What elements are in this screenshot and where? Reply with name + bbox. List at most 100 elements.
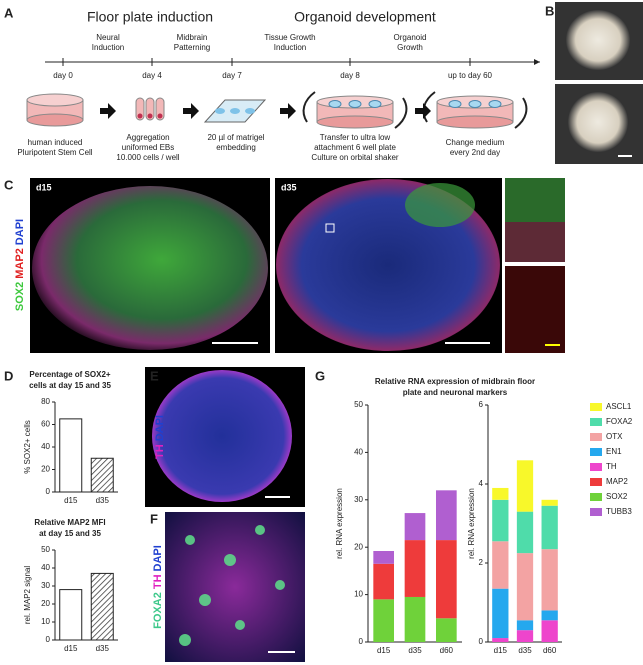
chart-title: cells at day 15 and 35 [29,381,111,390]
y-tick-label: 0 [359,637,364,646]
panel-label: G [315,368,325,383]
legend-label: OTX [606,432,623,441]
legend-swatch [590,418,602,426]
droplet [230,108,240,114]
legend-label: SOX2 [606,492,628,501]
x-tick-label: d35 [518,646,532,655]
legend-swatch [590,403,602,411]
phase-title: Floor plate induction [87,9,213,25]
legend-swatch [590,463,602,471]
caption: Aggregation [126,133,169,142]
caption: 10.000 cells / well [116,153,179,162]
panel-label: D [4,368,13,383]
dish-bottom [26,113,84,127]
stain-word: DAPI [154,415,166,441]
panel-label: F [150,511,158,526]
x-tick-label: d15 [494,646,508,655]
y-tick-label: 4 [479,479,484,488]
organoid-icon [448,100,462,108]
day-label: day 0 [53,71,73,80]
x-tick-label: d35 [408,646,422,655]
bar-segment [435,490,457,541]
bar [59,589,83,641]
stain-word: TH [152,574,164,589]
step-label: Growth [397,43,423,52]
eb [137,113,143,119]
y-tick-label: 0 [46,487,51,496]
bar-segment [492,588,509,639]
y-tick-label: 40 [41,563,50,572]
bar-segment [435,540,457,619]
timepoint-label: d35 [281,182,297,192]
panel-label: E [150,368,159,383]
organoid-section [152,370,292,502]
x-tick-label: d35 [96,644,110,653]
bar-segment [516,620,534,631]
panel-label: A [4,5,14,20]
foxa2-nuclei [179,525,285,646]
caption: human induced [28,138,83,147]
organoid-icon [348,100,362,108]
y-axis-label: rel. MAP2 signal [23,566,32,624]
organoid-icon [368,100,382,108]
caption: Change medium [446,138,505,147]
day-label: day 7 [222,71,242,80]
legend-label: FOXA2 [606,417,633,426]
y-tick-label: 20 [41,599,50,608]
y-tick-label: 30 [354,495,363,504]
bar-segment [541,505,558,550]
bar-segment [492,499,509,542]
legend-label: ASCL1 [606,402,632,411]
process-arrow [280,103,296,119]
day-label: day 8 [340,71,360,80]
x-tick-label: d15 [64,496,78,505]
y-axis-label: % SOX2+ cells [23,420,32,474]
step-label: Induction [92,43,124,52]
bar-segment [492,541,509,589]
caption: uniformed EBs [122,143,174,152]
y-tick-label: 2 [479,558,484,567]
y-tick-label: 60 [41,420,50,429]
chart-title: at day 15 and 35 [39,529,101,538]
step-label: Induction [274,43,306,52]
bar-segment [516,630,534,642]
bar-segment [541,610,558,621]
y-axis-label: rel. RNA expression [467,488,476,559]
caption: attachment 6 well plate [314,143,396,152]
stain-label: TH DAPI [154,415,166,459]
eb [147,113,153,119]
bar-segment [373,599,395,642]
y-tick-label: 10 [354,590,363,599]
process-arrow [100,103,116,119]
panel-label: B [545,3,554,18]
eb [157,113,163,119]
bar [59,418,83,493]
bar-segment [541,499,558,506]
x-tick-label: d15 [377,646,391,655]
orbit-arrow [514,97,528,129]
process-arrow [415,103,431,119]
legend-label: EN1 [606,447,622,456]
dish-bottom [316,115,394,129]
orbit-arrow [394,97,408,129]
bar-segment [516,553,534,621]
timeline-arrowhead [534,59,540,65]
step-label: Patterning [174,43,210,52]
x-tick-label: d60 [543,646,557,655]
bar-segment [404,596,426,642]
step-label: Neural [96,33,120,42]
chart-title: Percentage of SOX2+ [29,370,110,379]
inset-map2 [505,266,565,353]
bar-segment [404,540,426,597]
y-tick-label: 10 [41,617,50,626]
timepoint-label: d15 [36,182,52,192]
phase-title: Organoid development [294,9,436,25]
y-tick-label: 0 [46,635,51,644]
bar-segment [516,511,534,554]
stain-word: FOXA2 [152,592,164,629]
organoid-section [32,186,268,350]
y-tick-label: 6 [479,400,484,409]
organoid [568,92,628,152]
stain-word: DAPI [14,219,26,245]
